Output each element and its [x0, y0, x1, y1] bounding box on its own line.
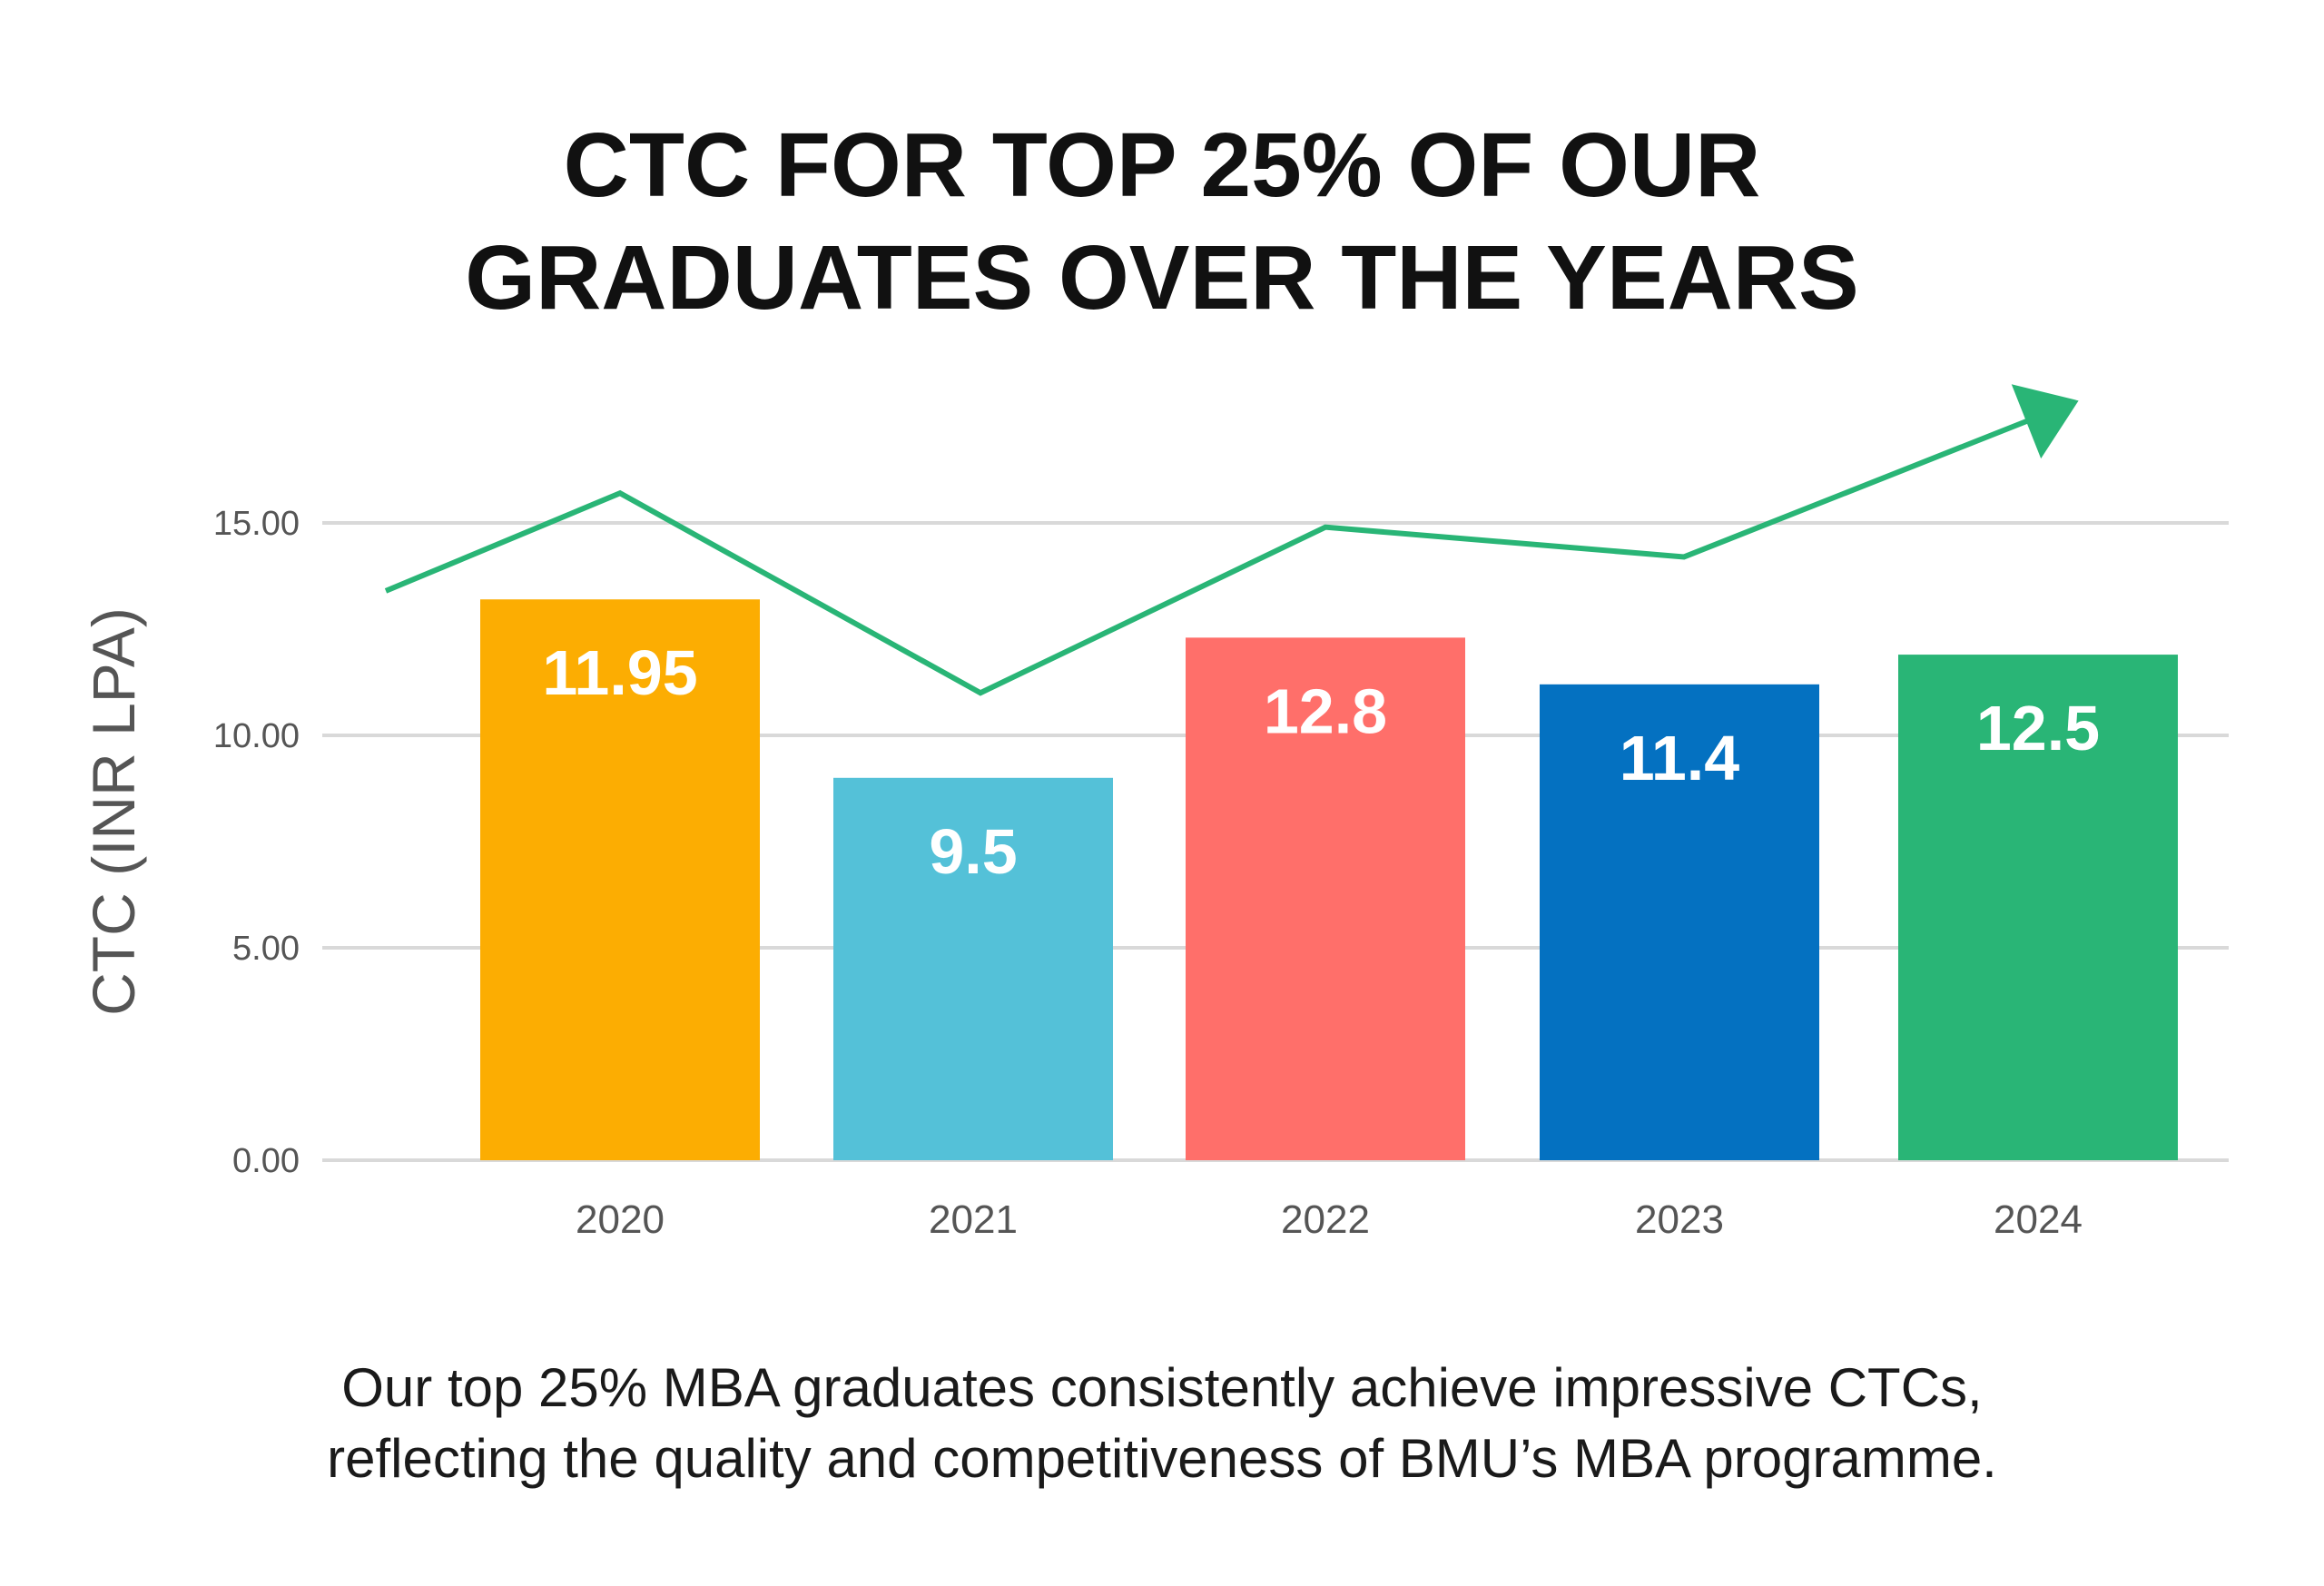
x-tick-label-2022: 2022: [1281, 1197, 1370, 1242]
bar-value-labels: 11.95 9.5 12.8 11.4 12.5: [542, 637, 2100, 887]
bar-value-label-2024: 12.5: [1976, 693, 2100, 763]
y-tick-label-3: 15.00: [213, 505, 300, 543]
bar-2024: [1898, 655, 2178, 1160]
chart-title-line-1: CTC FOR TOP 25% OF OUR: [563, 114, 1761, 216]
bar-2021: [833, 777, 1113, 1160]
caption-line-1: Our top 25% MBA graduates consistently a…: [341, 1357, 1983, 1418]
y-tick-label-0: 0.00: [232, 1142, 300, 1180]
bar-2020: [480, 599, 760, 1160]
y-axis-ticks: 0.00 5.00 10.00 15.00: [213, 505, 300, 1180]
chart-title: CTC FOR TOP 25% OF OUR GRADUATES OVER TH…: [0, 109, 2324, 334]
bars: [480, 599, 2178, 1160]
chart-caption: Our top 25% MBA graduates consistently a…: [0, 1353, 2324, 1494]
trend-line: [384, 384, 2079, 696]
y-tick-label-2: 10.00: [213, 717, 300, 755]
bar-value-label-2021: 9.5: [929, 816, 1017, 887]
trend-arrow-head: [2011, 384, 2079, 459]
chart-title-line-2: GRADUATES OVER THE YEARS: [465, 227, 1859, 329]
bar-value-label-2022: 12.8: [1264, 675, 1387, 746]
x-tick-label-2021: 2021: [929, 1197, 1018, 1242]
x-tick-label-2023: 2023: [1635, 1197, 1724, 1242]
caption-line-2: reflecting the quality and competitivene…: [327, 1428, 1997, 1489]
x-tick-label-2024: 2024: [1994, 1197, 2083, 1242]
trend-polyline: [384, 414, 2040, 696]
x-tick-label-2020: 2020: [576, 1197, 665, 1242]
bar-2022: [1186, 637, 1465, 1160]
y-axis-label: CTC (INR LPA): [80, 607, 147, 1016]
bar-value-label-2020: 11.95: [542, 637, 697, 708]
bar-value-label-2023: 11.4: [1620, 723, 1739, 793]
x-axis-ticks: 2020 2021 2022 2023 2024: [576, 1197, 2083, 1242]
y-tick-label-1: 5.00: [232, 930, 300, 968]
bar-2023: [1540, 684, 1819, 1160]
